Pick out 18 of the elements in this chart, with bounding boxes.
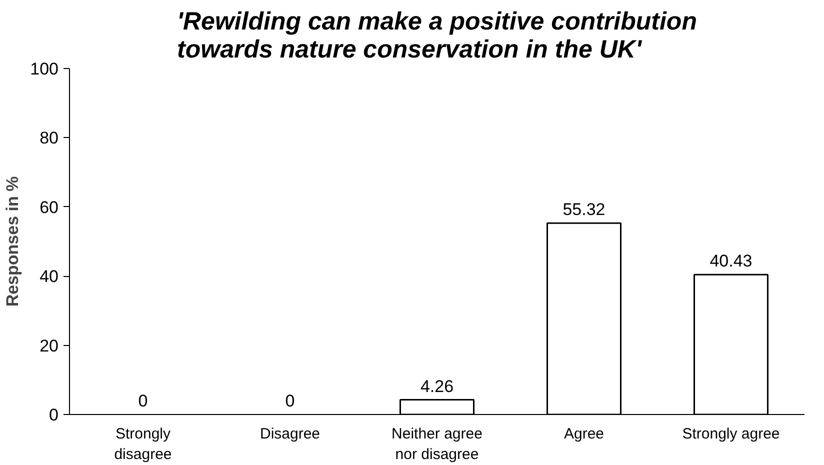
data-label: 0 — [285, 392, 295, 410]
data-label: 55.32 — [562, 200, 606, 220]
y-tick-label: 0 — [49, 406, 59, 424]
data-label: 0 — [138, 392, 148, 410]
x-tick-label: Neither agree nor disagree — [392, 426, 482, 463]
x-tick-label: Agree — [564, 426, 604, 442]
y-axis-title: Responses in % — [3, 176, 22, 307]
x-tick-label: Strongly agree — [682, 426, 780, 442]
y-tick-label: 40 — [40, 267, 59, 286]
data-label: 4.26 — [420, 376, 454, 396]
y-tick-label: 100 — [30, 60, 59, 78]
x-tick-label: Strongly disagree — [114, 426, 172, 463]
y-tick-label: 60 — [40, 198, 59, 217]
y-tick-label: 20 — [40, 336, 59, 356]
x-tick-label: Disagree — [260, 426, 320, 442]
y-tick-label: 80 — [40, 128, 59, 148]
chart-title: 'Rewilding can make a positive contribution towards nature conservation in the UK' — [177, 8, 697, 64]
data-label: 40.43 — [710, 252, 752, 271]
